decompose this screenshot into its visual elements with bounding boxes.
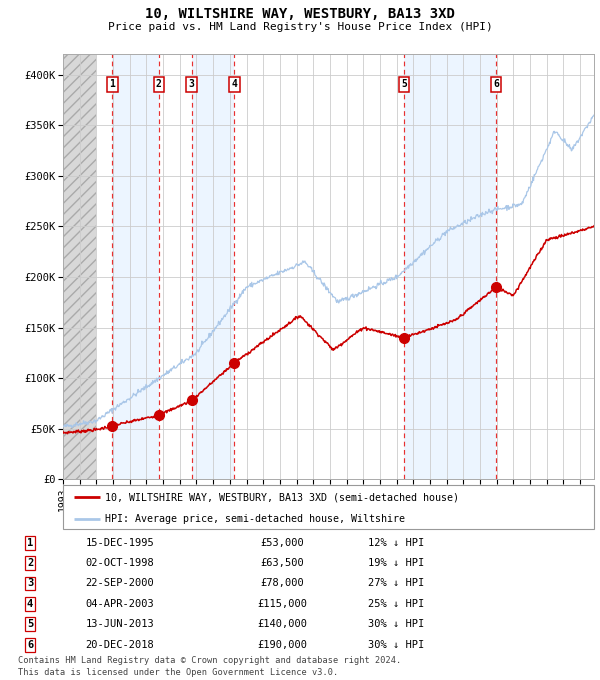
Bar: [112, 54, 159, 479]
Text: 3: 3: [189, 79, 195, 89]
Text: £140,000: £140,000: [257, 619, 307, 629]
Text: £53,000: £53,000: [260, 538, 304, 547]
Bar: [63, 54, 97, 479]
Text: 6: 6: [27, 640, 33, 649]
Text: 27% ↓ HPI: 27% ↓ HPI: [368, 579, 424, 588]
Text: This data is licensed under the Open Government Licence v3.0.: This data is licensed under the Open Gov…: [18, 668, 338, 677]
Text: 4: 4: [27, 599, 33, 609]
Text: £115,000: £115,000: [257, 599, 307, 609]
Text: 5: 5: [27, 619, 33, 629]
Text: 1: 1: [109, 79, 115, 89]
Text: Price paid vs. HM Land Registry's House Price Index (HPI): Price paid vs. HM Land Registry's House …: [107, 22, 493, 32]
Text: 30% ↓ HPI: 30% ↓ HPI: [368, 640, 424, 649]
Text: 30% ↓ HPI: 30% ↓ HPI: [368, 619, 424, 629]
Text: 3: 3: [27, 579, 33, 588]
Text: 2: 2: [156, 79, 162, 89]
Text: 25% ↓ HPI: 25% ↓ HPI: [368, 599, 424, 609]
Text: HPI: Average price, semi-detached house, Wiltshire: HPI: Average price, semi-detached house,…: [106, 514, 406, 524]
Text: 10, WILTSHIRE WAY, WESTBURY, BA13 3XD: 10, WILTSHIRE WAY, WESTBURY, BA13 3XD: [145, 7, 455, 21]
Text: £63,500: £63,500: [260, 558, 304, 568]
Text: £190,000: £190,000: [257, 640, 307, 649]
Text: 20-DEC-2018: 20-DEC-2018: [86, 640, 154, 649]
Text: 2: 2: [27, 558, 33, 568]
Text: 4: 4: [231, 79, 237, 89]
Text: 22-SEP-2000: 22-SEP-2000: [86, 579, 154, 588]
Text: Contains HM Land Registry data © Crown copyright and database right 2024.: Contains HM Land Registry data © Crown c…: [18, 656, 401, 665]
Bar: [192, 54, 234, 479]
Text: 02-OCT-1998: 02-OCT-1998: [86, 558, 154, 568]
Text: 12% ↓ HPI: 12% ↓ HPI: [368, 538, 424, 547]
Text: 19% ↓ HPI: 19% ↓ HPI: [368, 558, 424, 568]
Text: £78,000: £78,000: [260, 579, 304, 588]
Bar: [404, 54, 496, 479]
Text: 5: 5: [401, 79, 407, 89]
Text: 15-DEC-1995: 15-DEC-1995: [86, 538, 154, 547]
Text: 10, WILTSHIRE WAY, WESTBURY, BA13 3XD (semi-detached house): 10, WILTSHIRE WAY, WESTBURY, BA13 3XD (s…: [106, 492, 460, 503]
Text: 1: 1: [27, 538, 33, 547]
Text: 6: 6: [493, 79, 499, 89]
Text: 13-JUN-2013: 13-JUN-2013: [86, 619, 154, 629]
Text: 04-APR-2003: 04-APR-2003: [86, 599, 154, 609]
